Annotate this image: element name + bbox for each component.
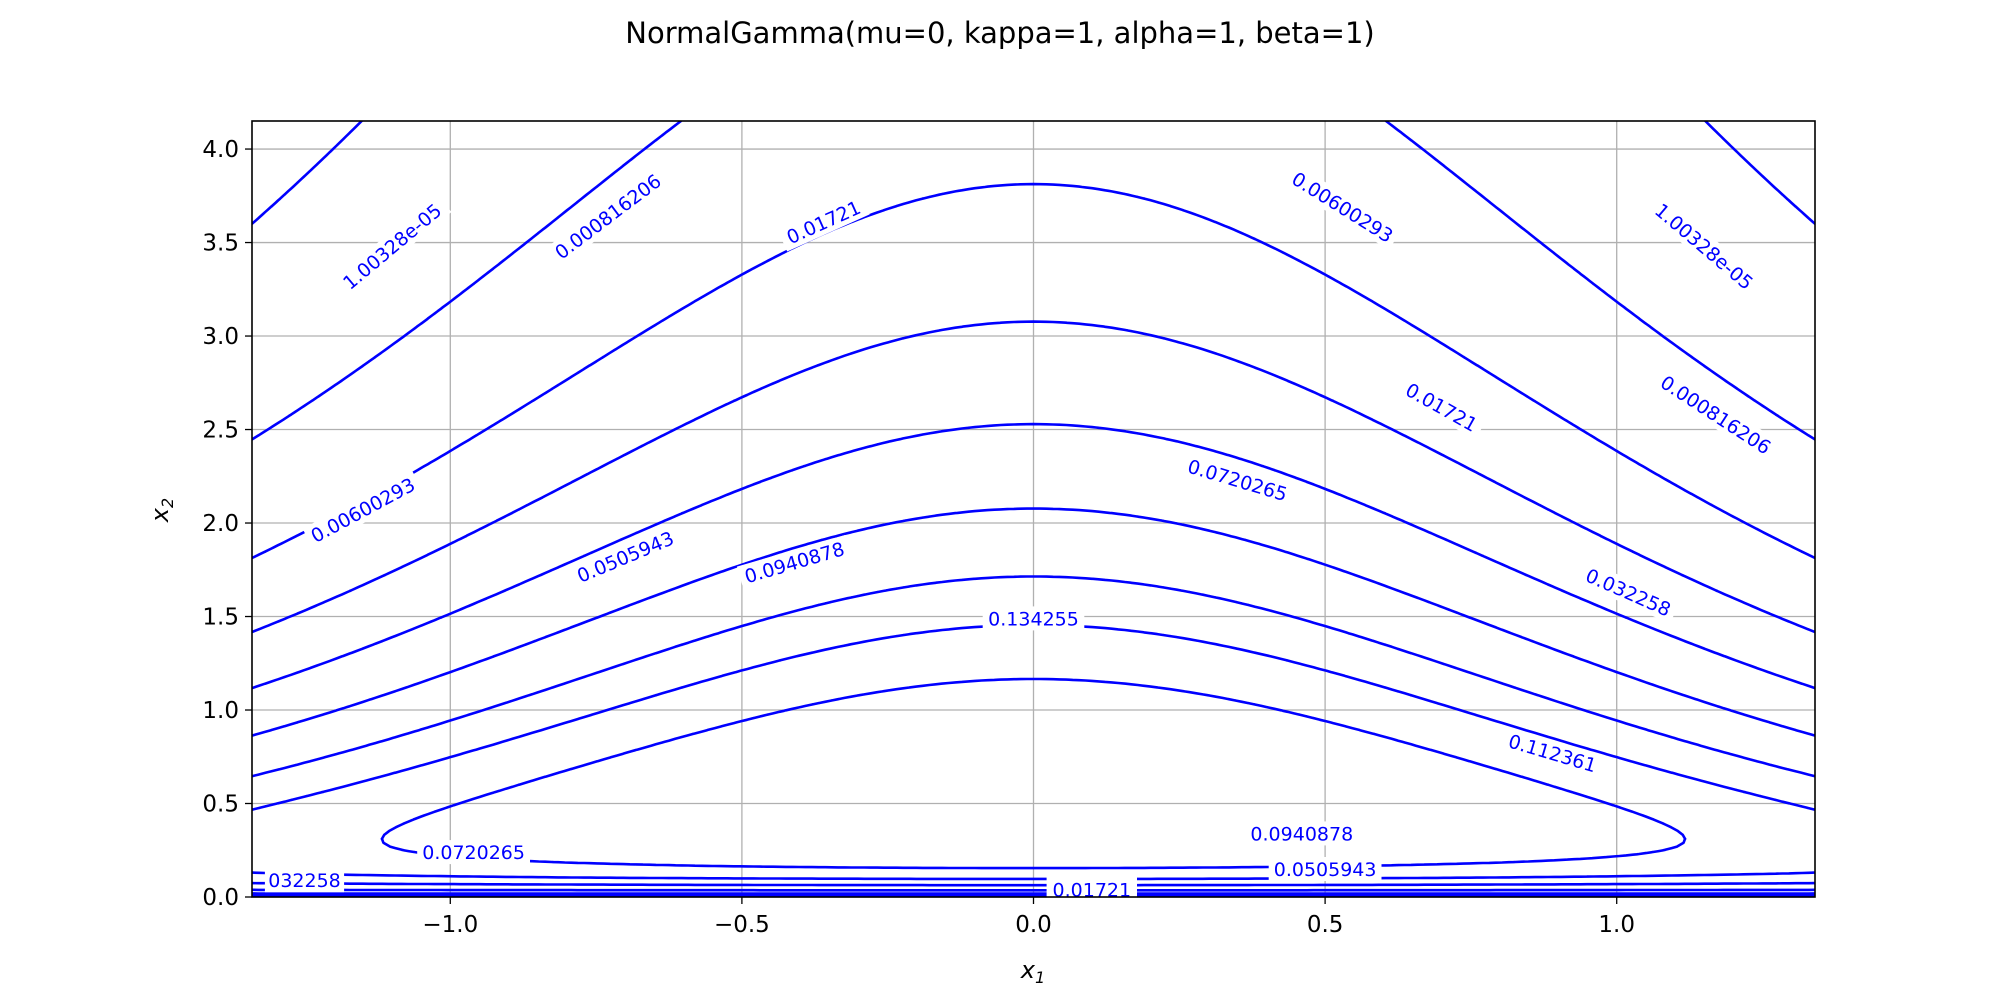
- contour-label-text: 0.00600293: [1288, 168, 1397, 248]
- contour-label-gap: [982, 606, 1085, 631]
- y-tick-label: 0.5: [202, 792, 239, 818]
- contour-label-text: 0.0505943: [1274, 859, 1377, 881]
- contour-label: 0.000816206: [1652, 367, 1780, 462]
- x-tick-label: −0.5: [714, 912, 770, 938]
- y-tick-label: 2.5: [202, 418, 239, 444]
- chart-title: NormalGamma(mu=0, kappa=1, alpha=1, beta…: [625, 16, 1375, 50]
- contour-label: 0.032258: [1577, 560, 1680, 624]
- contour-label-text: 0.134255: [988, 608, 1079, 630]
- contour-label-gap: [546, 166, 670, 267]
- contour-line: [252, 121, 1815, 897]
- contour-label: 0.0720265: [1180, 452, 1296, 508]
- contour-label: 0.112361: [1500, 727, 1605, 779]
- contour-label: 1.00328e-05: [1644, 193, 1764, 300]
- grid-lines: [252, 121, 1815, 898]
- contour-label-gap: [736, 534, 852, 590]
- contour-label-text: 0.000816206: [1656, 372, 1774, 460]
- contour-label-text: 0.01721: [1053, 880, 1132, 902]
- contour-label-gap: [302, 469, 424, 550]
- contour-label: 0.0940878: [736, 534, 852, 590]
- contour-labels: 1.00328e-05 1.00328e-05 0.000816206 0.00081…: [264, 163, 1780, 902]
- x-tick-label: 0.5: [1307, 912, 1344, 938]
- contour-label-gap: [1180, 452, 1296, 508]
- contour-label-gap: [1268, 857, 1382, 881]
- contour-label-gap: [568, 523, 682, 590]
- contour-label: 032258: [264, 868, 345, 893]
- contour-label: 0.0505943: [1268, 857, 1382, 881]
- contour-line: [380, 677, 1687, 870]
- contour-label-text: 0.01721: [1402, 379, 1481, 437]
- contour-label-gap: [1577, 560, 1680, 624]
- x-tick-label: 1.0: [1598, 912, 1635, 938]
- contour-label-text: 0.0940878: [1250, 823, 1353, 845]
- contour-label: 0.00600293: [302, 469, 424, 550]
- contour-label-text: 0.0720265: [1185, 456, 1290, 506]
- contour-label-gap: [1644, 193, 1764, 300]
- contour-label-text: 1.00328e-05: [339, 200, 446, 295]
- axis-ticks: −1.0 −0.5 0.0 0.5 1.0 0.0 0.5 1.0 1.5 2.0 2.5 3.0 3.…: [202, 137, 1635, 938]
- contour-label-text: 1.00328e-05: [1650, 200, 1757, 295]
- contour-label-gap: [417, 840, 530, 865]
- x-tick-label: −1.0: [422, 912, 478, 938]
- contour-label-text: 0.00600293: [308, 474, 420, 548]
- contour-label: 0.01721: [1046, 877, 1137, 902]
- contour-label: 0.0940878: [1245, 821, 1359, 846]
- x-tick-label: 0.0: [1015, 912, 1052, 938]
- contour-label-text: 0.0940878: [742, 538, 847, 588]
- contour-label: 0.00600293: [1283, 163, 1402, 251]
- contour-label: 1.00328e-05: [332, 193, 452, 299]
- contour-label-gap: [1245, 821, 1359, 846]
- y-tick-label: 3.0: [202, 324, 239, 350]
- contour-line: [252, 623, 1815, 881]
- y-axis-label: x2: [146, 498, 177, 523]
- contour-label-gap: [1652, 367, 1780, 462]
- y-tick-label: 4.0: [202, 137, 239, 163]
- x-axis-label: x1: [1020, 956, 1045, 987]
- contour-line: [252, 422, 1815, 895]
- y-tick-label: 3.5: [202, 231, 239, 257]
- contour-label-text: 0.0720265: [422, 842, 525, 864]
- contour-label-gap: [264, 868, 345, 893]
- contour-label-gap: [1283, 163, 1402, 251]
- y-tick-label: 2.0: [202, 511, 239, 537]
- contour-label-text: 032258: [268, 870, 341, 892]
- contour-label-gap: [1396, 374, 1488, 440]
- contour-label: 0.0720265: [417, 840, 530, 865]
- contour-label-gap: [1500, 727, 1605, 779]
- y-tick-label: 1.5: [202, 605, 239, 631]
- y-tick-label: 1.0: [202, 698, 239, 724]
- y-tick-label: 0.0: [202, 885, 239, 911]
- contour-label-text: 0.000816206: [551, 170, 666, 264]
- contour-label: 0.134255: [982, 606, 1085, 631]
- contour-label: 0.000816206: [546, 166, 670, 267]
- contour-label-gap: [332, 193, 452, 299]
- contour-label-gap: [777, 192, 870, 252]
